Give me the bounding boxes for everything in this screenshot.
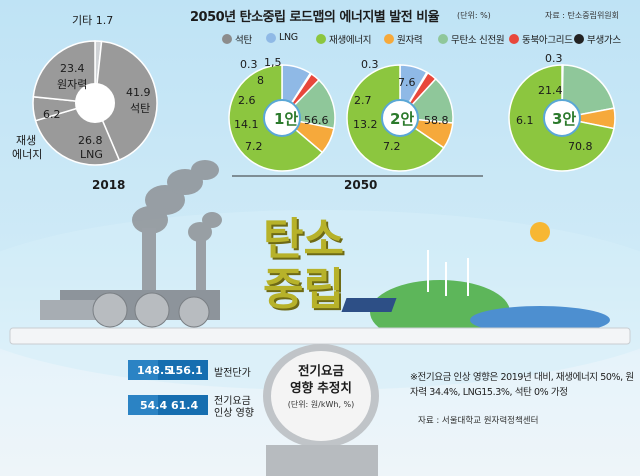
factory xyxy=(40,228,220,328)
row1-label: 발전단가 xyxy=(214,368,251,379)
label-2018-coal-name: 석탄 xyxy=(130,102,151,115)
legend-item-grid: 동북아그리드 xyxy=(509,32,573,46)
sky-haze xyxy=(0,210,640,390)
pie-plan1 xyxy=(228,64,336,172)
legend-item-renewable: 재생에너지 xyxy=(316,32,372,46)
legend-swatch-renewable xyxy=(316,34,326,44)
unit-label: (단위: %) xyxy=(457,11,491,20)
legend-swatch-byproduct xyxy=(574,34,584,44)
plan3-label: 3안 xyxy=(552,110,577,128)
row2-to-value: 61.4 xyxy=(171,399,199,412)
sign-line-2: 중립 xyxy=(263,264,344,315)
plan1-value-renewable: 56.6 xyxy=(304,114,329,127)
pie-plan2 xyxy=(346,64,454,172)
plan2-value-carbonfree: 13.2 xyxy=(353,118,378,131)
footnote: ※전기요금 인상 영향은 2019년 대비, 재생에너지 50%, 원자력 34… xyxy=(410,372,634,398)
center-title-line1: 전기요금 xyxy=(297,363,344,378)
plan1-value-grid: 2.6 xyxy=(238,94,256,107)
row2-label-line2: 인상 영향 xyxy=(214,408,254,419)
plan1-value-other: 1,5 xyxy=(264,56,282,69)
label-2018-renewable-name2: 에너지 xyxy=(12,148,43,161)
legend-item-carbonfree: 무탄소 신전원 xyxy=(438,32,505,46)
row2-from-value: 54.4 xyxy=(140,399,168,412)
center-unit: (단위: 원/kWh, %) xyxy=(287,400,355,409)
label-2018-coal-value: 41.9 xyxy=(126,86,151,99)
carbon-neutral-sign: 탄소 중립 xyxy=(263,215,344,315)
legend-swatch-lng xyxy=(266,32,276,43)
plan3-value-nuclear: 6.1 xyxy=(516,114,534,127)
legend-item-lng: LNG xyxy=(266,32,298,43)
label-2018-other: 기타 1.7 xyxy=(72,14,114,27)
plan2-value-nuclear: 7.2 xyxy=(383,140,401,153)
pie-hole-2 xyxy=(381,99,419,137)
plan1-label: 1안 xyxy=(274,110,299,128)
pipe-base xyxy=(266,445,378,476)
smoke xyxy=(132,160,222,242)
plan3-value-byproduct: 0.3 xyxy=(545,52,563,65)
plan2-value-byproduct: 0.3 xyxy=(361,58,379,71)
sun-icon xyxy=(530,222,550,242)
plan3-value-carbonfree: 21.4 xyxy=(538,84,563,97)
row1-to-box xyxy=(158,360,208,380)
plan2-value-grid: 2.7 xyxy=(354,94,372,107)
label-2018-lng-name: LNG xyxy=(80,148,103,161)
center-title-line2: 영향 추정치 xyxy=(290,380,352,395)
legend-swatch-coal xyxy=(222,34,232,44)
label-2018-nuclear-name: 원자력 xyxy=(57,78,88,91)
pie-hole-0 xyxy=(75,83,115,123)
pipe-face xyxy=(271,351,371,441)
label-2018-nuclear-value: 23.4 xyxy=(60,62,85,75)
legend-swatch-carbonfree xyxy=(438,34,448,44)
plan2-label: 2안 xyxy=(390,110,415,128)
legend-swatch-nuclear xyxy=(384,34,394,44)
label-2018-renewable-name1: 재생 xyxy=(16,134,37,147)
year-2050-label: 2050 xyxy=(344,178,378,192)
plan1-value-nuclear: 7.2 xyxy=(245,140,263,153)
footnote-source: 자료 : 서울대학교 원자력정책센터 xyxy=(418,416,539,426)
plan3-value-renewable: 70.8 xyxy=(568,140,593,153)
pie-charts xyxy=(32,40,616,177)
label-2018-renewable-value: 6.2 xyxy=(43,108,61,121)
infographic-title: 2050년 탄소중립 로드맵의 에너지별 발전 비율 xyxy=(190,10,440,25)
row2-to-box xyxy=(158,395,208,415)
plan1-value-lng: 8 xyxy=(257,74,264,87)
row1-to-value: 156.1 xyxy=(168,364,203,377)
plan1-value-carbonfree: 14.1 xyxy=(234,118,259,131)
wind-turbines xyxy=(427,250,469,296)
plan2-value-lng: 7.6 xyxy=(398,76,416,89)
legend-item-nuclear: 원자력 xyxy=(384,32,423,46)
legend-item-coal: 석탄 xyxy=(222,32,252,46)
label-2018-lng-value: 26.8 xyxy=(78,134,103,147)
row1-from-value: 148.5 xyxy=(137,364,172,377)
plan2-value-renewable: 58.8 xyxy=(424,114,449,127)
year-2018-label: 2018 xyxy=(92,178,126,192)
source-label: 자료 : 탄소중립위원회 xyxy=(545,11,620,20)
legend: 석탄 LNG 재생에너지 원자력 무탄소 신전원 동북아그리드 부생가스 xyxy=(222,32,640,48)
legend-item-byproduct: 부생가스 xyxy=(574,32,621,46)
pie-slice-0-0 xyxy=(94,40,158,162)
plan1-value-byproduct: 0.3 xyxy=(240,58,258,71)
pie-plan3 xyxy=(508,64,616,172)
row2-label-line1: 전기요금 xyxy=(214,396,251,407)
sign-line-1: 탄소 xyxy=(263,214,344,265)
center-title: 전기요금 영향 추정치 xyxy=(270,362,372,396)
pie-hole-1 xyxy=(263,99,301,137)
pie-hole-3 xyxy=(543,99,581,137)
pie-2018 xyxy=(32,40,158,166)
seesaw-plank xyxy=(9,327,631,345)
legend-swatch-grid xyxy=(509,34,519,44)
pie-slice-0-3 xyxy=(32,40,96,104)
